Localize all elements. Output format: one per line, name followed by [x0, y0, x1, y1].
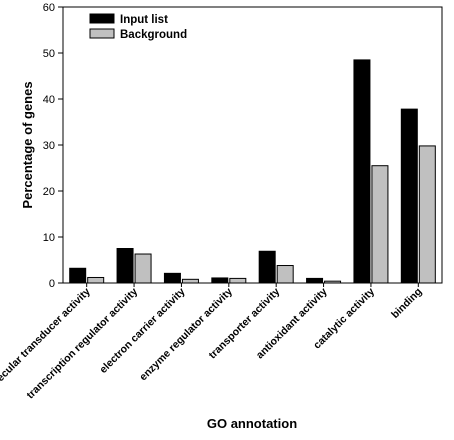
- y-axis: 0 10 20 30 40 50 60: [43, 2, 63, 290]
- bar-background: [418, 145, 436, 284]
- bar-background: [276, 265, 294, 284]
- bar-input-list: [400, 108, 418, 284]
- bar-input-list: [353, 59, 371, 284]
- legend-swatch-input-list: [89, 13, 115, 24]
- x-category-label: enzyme regulator activity: [137, 286, 235, 384]
- bar-background: [87, 276, 105, 284]
- legend-label-background: Background: [120, 29, 187, 41]
- bar-background: [371, 165, 389, 284]
- x-axis-title: GO annotation: [207, 416, 297, 431]
- y-tick-label: 60: [43, 2, 55, 14]
- bar-input-list: [258, 250, 276, 284]
- bar-background: [229, 277, 247, 284]
- legend: Input list Background: [89, 13, 187, 41]
- bar-input-list: [211, 277, 229, 284]
- bar-background: [181, 278, 199, 284]
- bar-background: [324, 280, 342, 284]
- bar-background: [134, 253, 152, 284]
- y-tick-label: 10: [43, 232, 55, 244]
- bar-input-list: [163, 272, 181, 284]
- x-axis: molecular transducer activitytranscripti…: [0, 283, 424, 401]
- x-category-label: binding: [389, 286, 424, 321]
- y-tick-label: 40: [43, 94, 55, 106]
- legend-swatch-background: [89, 28, 115, 39]
- bar-input-list: [306, 277, 324, 284]
- y-axis-title: Percentage of genes: [20, 81, 35, 208]
- y-tick-label: 0: [49, 278, 55, 290]
- y-tick-label: 20: [43, 186, 55, 198]
- bar-input-list: [69, 267, 87, 284]
- x-category-label: electron carrier activity: [97, 286, 187, 376]
- bar-input-list: [116, 248, 134, 284]
- y-tick-label: 50: [43, 48, 55, 60]
- y-tick-label: 30: [43, 140, 55, 152]
- bars-group: [69, 59, 436, 284]
- legend-label-input-list: Input list: [120, 14, 168, 26]
